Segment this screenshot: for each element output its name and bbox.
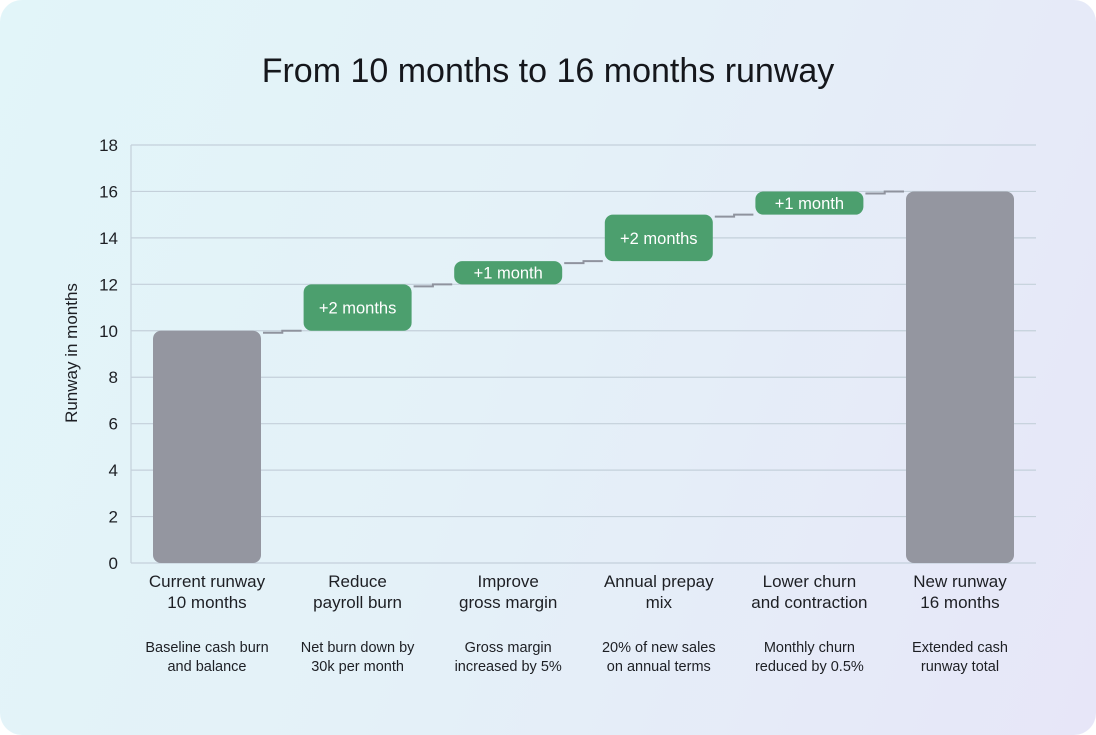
- connector-line: [865, 190, 904, 195]
- bar-value-label: +1 month: [474, 265, 543, 283]
- y-tick-label: 18: [99, 136, 118, 155]
- category-description: Gross margin increased by 5%: [428, 639, 588, 677]
- category-description: Baseline cash burn and balance: [127, 639, 287, 677]
- x-category-line: New runway: [913, 572, 1007, 591]
- x-category-label: Lower churn and contraction: [729, 571, 889, 613]
- bar-total: [906, 191, 1014, 563]
- x-category-line: Improve: [477, 572, 539, 591]
- y-tick-label: 16: [99, 182, 118, 201]
- bar-value-label: +2 months: [319, 300, 397, 318]
- category-description: Extended cash runway total: [880, 639, 1040, 677]
- x-category-line: Reduce: [328, 572, 387, 591]
- x-category-line: mix: [645, 593, 673, 612]
- connector-line: [413, 283, 453, 288]
- x-category-line: 16 months: [920, 593, 1000, 612]
- x-category-label: Improve gross margin: [428, 571, 588, 613]
- category-description: Net burn down by 30k per month: [278, 639, 438, 677]
- description-line: Monthly churn: [763, 640, 855, 656]
- connector-line: [564, 260, 603, 265]
- x-category-line: payroll burn: [313, 593, 402, 612]
- x-category-line: Lower churn: [762, 572, 857, 591]
- bar-increase: [604, 214, 713, 262]
- description-line: 20% of new sales: [601, 640, 716, 656]
- y-tick-label: 12: [99, 275, 118, 294]
- x-category-line: gross margin: [459, 593, 558, 612]
- description-line: Gross margin: [464, 640, 552, 656]
- y-tick-label: 0: [109, 554, 118, 573]
- x-category-line: 10 months: [167, 593, 247, 612]
- description-line: 30k per month: [311, 659, 404, 675]
- bar-value-label: +1 month: [775, 195, 844, 213]
- x-category-label: Reduce payroll burn: [278, 571, 438, 613]
- x-category-line: Current runway: [148, 572, 266, 591]
- y-tick-label: 14: [99, 229, 118, 248]
- description-line: on annual terms: [606, 659, 711, 675]
- y-tick-label: 4: [109, 461, 118, 480]
- description-line: Extended cash: [912, 640, 1008, 656]
- description-line: increased by 5%: [454, 659, 562, 675]
- x-category-line: and contraction: [751, 593, 868, 612]
- y-tick-label: 6: [109, 415, 118, 434]
- description-line: Net burn down by: [300, 640, 415, 656]
- y-tick-label: 8: [109, 368, 118, 387]
- category-description: 20% of new sales on annual terms: [579, 639, 739, 677]
- x-category-label: Current runway 10 months: [127, 571, 287, 613]
- x-category-label: Annual prepay mix: [579, 571, 739, 613]
- connector-line: [263, 329, 302, 334]
- description-line: reduced by 0.5%: [754, 659, 864, 675]
- bar-total: [153, 330, 261, 563]
- y-tick-label: 10: [99, 322, 118, 341]
- chart-title: From 10 months to 16 months runway: [261, 52, 835, 90]
- description-line: Baseline cash burn: [145, 640, 269, 656]
- bar-increase: [755, 191, 864, 215]
- y-tick-label: 2: [109, 508, 118, 527]
- bar-increase: [454, 261, 563, 285]
- description-line: and balance: [167, 659, 247, 675]
- x-category-line: Annual prepay: [603, 572, 714, 591]
- category-description: Monthly churn reduced by 0.5%: [729, 639, 889, 677]
- bar-increase: [303, 284, 412, 331]
- x-category-label: New runway 16 months: [880, 571, 1040, 613]
- bar-value-label: +2 months: [620, 230, 698, 248]
- connector-line: [714, 213, 754, 218]
- description-line: runway total: [920, 659, 1000, 675]
